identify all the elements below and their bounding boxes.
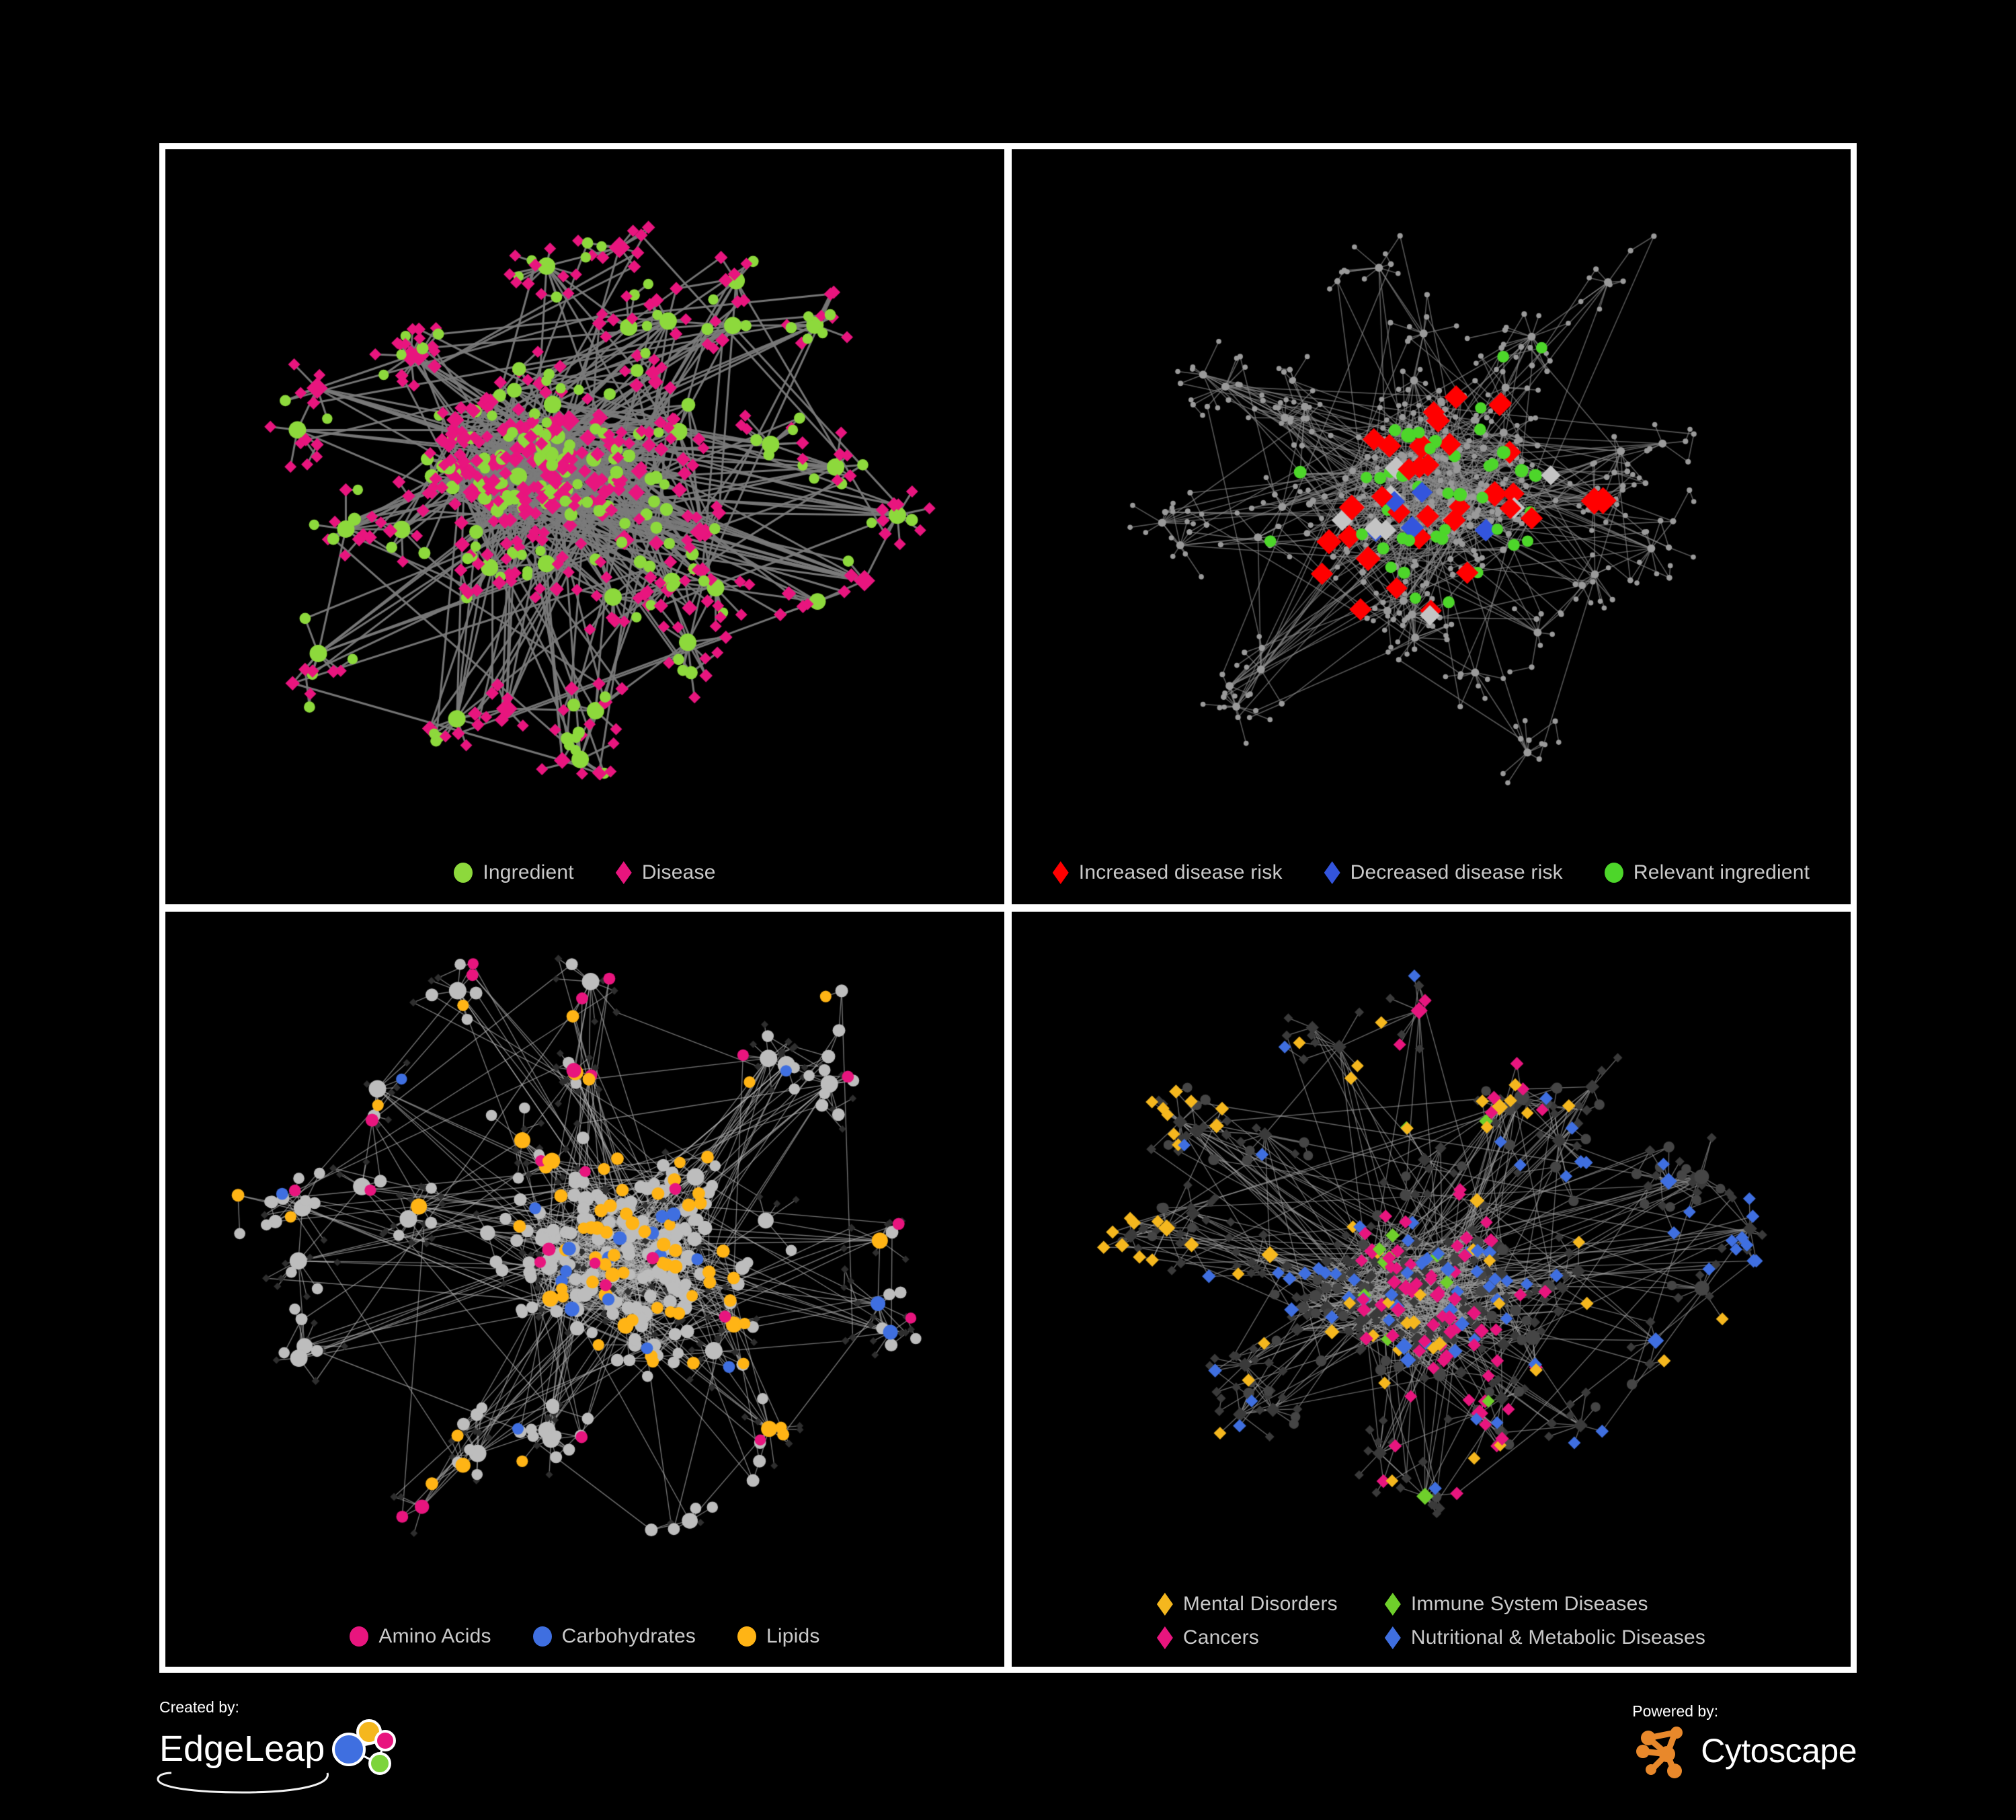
edgeleap-brand[interactable]: Created by: EdgeLeap xyxy=(157,1698,401,1794)
legend-item: Amino Acids xyxy=(350,1626,491,1647)
branding-row: Created by: EdgeLeap Powered by: xyxy=(157,1694,1857,1795)
legend-label: Carbohydrates xyxy=(561,1625,696,1647)
network-canvas-3[interactable] xyxy=(165,912,1004,1667)
legend-label: Nutritional & Metabolic Diseases xyxy=(1410,1626,1706,1649)
legend-label: Decreased disease risk xyxy=(1350,861,1563,883)
legend-item: Relevant ingredient xyxy=(1604,861,1810,883)
legend-swatch-diamond-tall-icon xyxy=(1384,1593,1401,1616)
edgeleap-wordmark: EdgeLeap xyxy=(159,1729,325,1769)
legend-swatch-diamond-tall-icon xyxy=(1156,1626,1173,1649)
legend-label: Relevant ingredient xyxy=(1633,861,1810,883)
edgeleap-swoosh-icon xyxy=(157,1772,329,1794)
legend-label: Mental Disorders xyxy=(1182,1593,1338,1615)
legend-swatch-diamond-tall-icon xyxy=(1156,1593,1173,1616)
legend-label: Cancers xyxy=(1182,1626,1259,1649)
legend-swatch-diamond-tall-icon xyxy=(1384,1626,1401,1649)
legend-item: Lipids xyxy=(737,1626,820,1647)
created-by-label: Created by: xyxy=(159,1698,239,1716)
legend-label: Lipids xyxy=(766,1625,820,1647)
legend-panel-4: Mental Disorders Immune System Diseases Ca… xyxy=(1012,1593,1851,1649)
legend-item: Mental Disorders xyxy=(1156,1593,1338,1616)
legend-item: Disease xyxy=(615,861,716,884)
cytoscape-logo-icon xyxy=(1636,1727,1683,1778)
panel-ingredient-disease[interactable]: Ingredient Disease xyxy=(165,149,1004,904)
cytoscape-brand[interactable]: Powered by: xyxy=(1632,1704,1857,1780)
powered-by-label: Powered by: xyxy=(1632,1702,1719,1720)
legend-label: Ingredient xyxy=(483,861,574,883)
legend-panel-2: Increased disease risk Decreased disease … xyxy=(1012,861,1851,884)
legend-swatch-diamond-tall-icon xyxy=(615,861,632,884)
cytoscape-wordmark: Cytoscape xyxy=(1701,1732,1857,1770)
legend-panel-1: Ingredient Disease xyxy=(165,861,1004,884)
legend-swatch-circle-icon xyxy=(1604,863,1623,883)
legend-item: Nutritional & Metabolic Diseases xyxy=(1384,1626,1706,1649)
legend-item: Increased disease risk xyxy=(1052,861,1283,884)
legend-item: Cancers xyxy=(1156,1626,1259,1649)
legend-label: Increased disease risk xyxy=(1078,861,1283,883)
legend-label: Disease xyxy=(641,861,716,883)
legend-panel-3: Amino Acids Carbohydrates Lipids xyxy=(165,1626,1004,1647)
legend-item: Decreased disease risk xyxy=(1324,861,1563,884)
panel-grid: Ingredient Disease Increased disease risk… xyxy=(159,143,1857,1673)
legend-swatch-circle-icon xyxy=(454,863,473,883)
panel-ingredient-class[interactable]: Amino Acids Carbohydrates Lipids xyxy=(165,912,1004,1667)
legend-label: Immune System Diseases xyxy=(1410,1593,1648,1615)
edgeleap-logo-icon xyxy=(332,1719,397,1775)
network-canvas-1[interactable] xyxy=(165,149,1004,904)
legend-swatch-diamond-tall-icon xyxy=(1324,861,1340,884)
legend-item: Carbohydrates xyxy=(532,1625,696,1647)
network-canvas-4[interactable] xyxy=(1012,912,1851,1667)
legend-item: Immune System Diseases xyxy=(1384,1593,1648,1616)
legend-swatch-diamond-tall-icon xyxy=(1052,861,1069,884)
legend-swatch-circle-icon xyxy=(350,1626,369,1647)
legend-item: Ingredient xyxy=(454,861,574,883)
legend-swatch-circle-icon xyxy=(737,1626,757,1647)
network-canvas-2[interactable] xyxy=(1012,149,1851,904)
panel-disease-class[interactable]: Mental Disorders Immune System Diseases Ca… xyxy=(1012,912,1851,1667)
legend-swatch-circle-icon xyxy=(532,1626,552,1647)
panel-disease-risk[interactable]: Increased disease risk Decreased disease … xyxy=(1012,149,1851,904)
legend-label: Amino Acids xyxy=(378,1625,491,1647)
